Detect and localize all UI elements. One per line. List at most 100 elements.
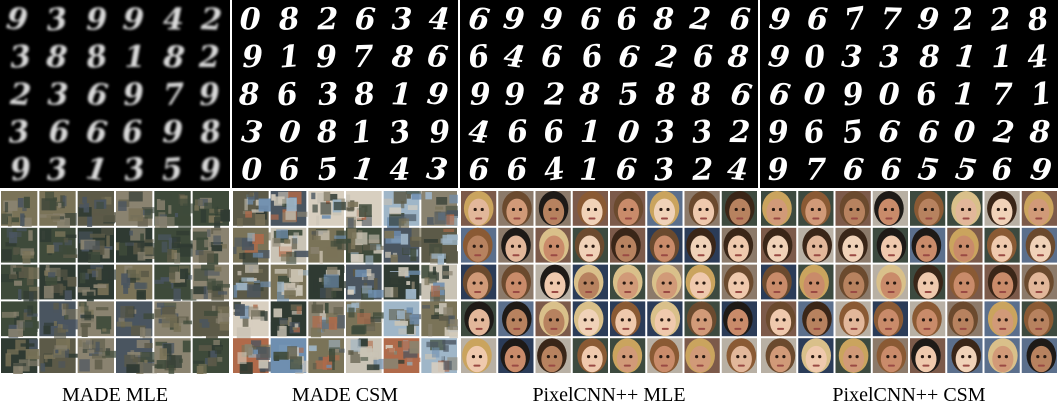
made-csm-cifar-tile [383,191,422,229]
made-mle-cifar-tile [116,191,158,227]
made-csm-digit: 8 [389,39,415,76]
made-mle-digit: 3 [122,152,146,188]
pixelcnn-mle-celeba-face [535,301,571,337]
made-mle-digit: 6 [48,115,70,150]
made-csm-cifar-tile [346,191,382,231]
pixelcnn-csm-digit: 5 [916,152,941,188]
made-csm-digit: 7 [352,40,374,76]
pixelcnn-csm-celeba-face [761,264,797,300]
pixelcnn-csm-celeba-samples [760,190,1058,374]
pixelcnn-mle-digit: 9 [539,1,565,39]
made-mle-cifar-tile [116,227,156,263]
pixelcnn-csm-celeba-face [1021,191,1057,226]
pixelcnn-csm-celeba-face [872,301,908,337]
made-csm-cifar-tile [233,191,274,227]
pixelcnn-csm-celeba-face [835,191,871,226]
made-mle-cifar-tile [39,338,80,373]
made-mle-cifar-tile [77,191,117,227]
pixelcnn-csm-digit: 0 [802,39,827,76]
made-mle-cifar-tile [154,264,197,301]
pixelcnn-csm-digit: 1 [954,39,978,76]
pixelcnn-csm-digit: 0 [878,77,900,113]
pixelcnn-csm-celeba-face [835,227,871,263]
made-mle-digit: 3 [47,77,69,112]
made-mle-cifar-tile [192,264,230,301]
pixelcnn-mle-celeba-face [498,264,534,300]
made-mle-cifar-tile [154,301,193,337]
made-mle-cifar-tile [39,264,77,301]
pixelcnn-csm-celeba-face [984,227,1020,263]
pixelcnn-csm-digit: 2 [991,114,1016,151]
made-mle-digit: 9 [4,1,29,38]
pixelcnn-csm-celeba-face [910,338,946,373]
pixelcnn-csm-celeba-face [761,338,797,373]
pixelcnn-csm-celeba-face [872,264,908,300]
pixelcnn-csm-digit: 8 [918,40,941,76]
made-mle-digit: 5 [161,152,184,188]
made-mle-digit: 3 [46,152,69,188]
pixelcnn-csm-celeba-face [872,191,908,226]
pixelcnn-csm-celeba-face [947,227,983,263]
pixelcnn-csm-celeba-face [910,264,946,300]
made-csm-digit: 8 [276,1,301,38]
pixelcnn-mle-celeba-face [647,301,683,337]
pixelcnn-mle-celeba-face [684,301,720,337]
pixelcnn-csm-digit: 1 [953,77,976,113]
pixelcnn-mle-digit: 6 [579,2,602,38]
made-mle-cifar-tile [154,191,193,230]
made-csm-digit: 4 [428,2,451,38]
pixelcnn-csm-celeba-face [984,301,1020,337]
pixelcnn-mle-digit: 6 [692,40,714,76]
pixelcnn-csm-celeba-face [984,191,1020,226]
made-csm-cifar-tile [270,264,313,302]
pixelcnn-mle-celeba-face [647,338,683,373]
caption-made-mle: MADE MLE [61,384,169,406]
pixelcnn-csm-digit: 3 [840,39,863,75]
pixelcnn-mle-digit: 8 [578,77,601,113]
made-csm-digit: 9 [425,76,450,113]
pixelcnn-csm-celeba-face [835,264,871,300]
made-csm-digit: 6 [277,152,301,188]
pixelcnn-mle-digit: 6 [506,152,528,188]
made-mle-cifar-tile [192,227,229,266]
pixelcnn-mle-celeba-face [461,191,497,226]
pixelcnn-csm-digit: 5 [840,114,865,151]
pixelcnn-csm-celeba-face [872,227,908,263]
pixelcnn-mle-celeba-face [572,191,608,226]
made-mle-digit: 8 [83,39,110,77]
pixelcnn-csm-digit: 1 [1029,76,1054,113]
pixelcnn-mle-celeba-face [498,301,534,337]
pixelcnn-csm-celeba-face [984,264,1020,300]
made-csm-cifar-tile [421,264,457,303]
pixelcnn-mle-digit: 4 [467,114,492,151]
pixelcnn-csm-digit: 6 [880,152,902,188]
pixelcnn-mle-digit: 9 [501,1,526,38]
made-csm-cifar-tile [346,301,388,337]
pixelcnn-csm-digit: 7 [842,1,868,39]
made-csm-digit: 8 [237,77,260,113]
made-csm-digit: 3 [424,151,449,188]
pixelcnn-csm-celeba-face [761,301,797,337]
made-mle-digit: 1 [124,40,145,75]
pixelcnn-csm-digit: 5 [953,152,979,188]
made-csm-cifar-tile [421,338,458,374]
made-mle-digit: 3 [45,2,69,39]
pixelcnn-mle-celeba-face [721,191,757,226]
made-csm-cifar-tile [421,227,458,267]
made-mle-cifar-tile [116,301,155,342]
pixelcnn-csm-celeba-face [984,338,1020,373]
made-mle-digit: 9 [8,151,34,188]
pixelcnn-mle-digit: 3 [653,114,677,151]
pixelcnn-mle-digit: 6 [466,1,491,38]
pixelcnn-mle-digit: 8 [726,39,750,75]
pixelcnn-mle-digit: 8 [688,77,712,113]
pixelcnn-mle-celeba-face [535,191,571,226]
pixelcnn-csm-digit: 9 [1028,152,1054,188]
made-mle-cifar-tile [77,338,118,373]
made-csm-digit: 1 [351,151,376,188]
pixelcnn-mle-digit: 6 [579,38,605,76]
pixelcnn-mle-digit: 2 [687,1,712,38]
pixelcnn-csm-celeba-face [872,338,908,373]
made-csm-digit: 1 [350,115,374,152]
